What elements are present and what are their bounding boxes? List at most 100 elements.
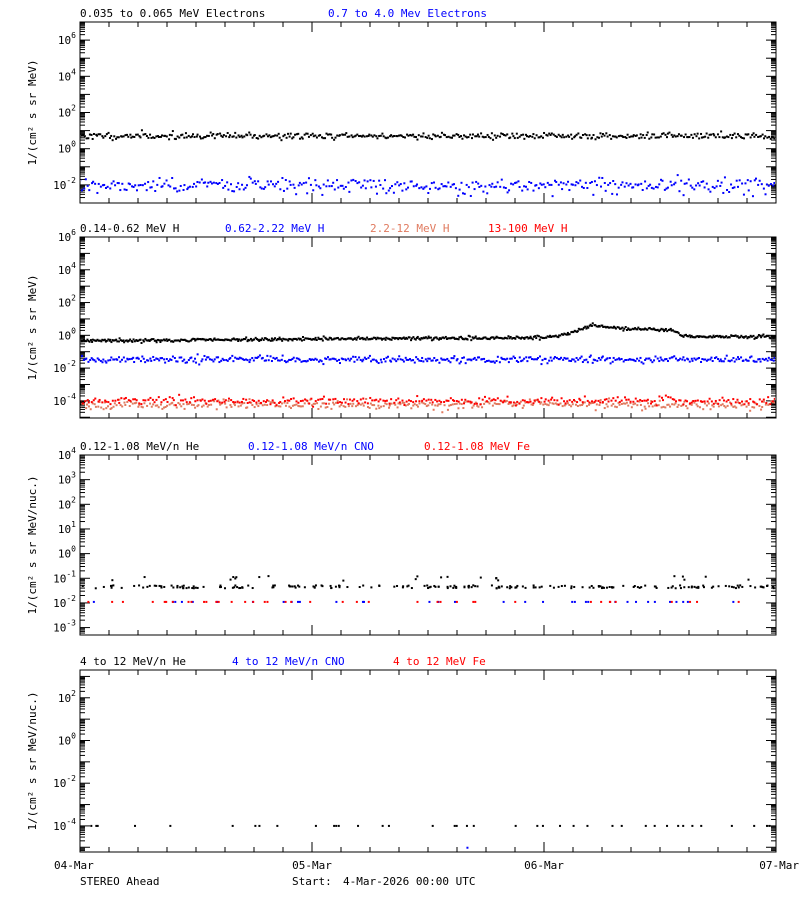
data-point: [219, 586, 222, 589]
data-point: [208, 338, 211, 341]
data-point: [221, 339, 224, 342]
spacecraft-label: STEREO Ahead: [80, 875, 159, 888]
data-point: [453, 584, 456, 587]
data-point: [321, 339, 324, 342]
data-point: [382, 399, 385, 402]
data-point: [289, 132, 292, 135]
data-point: [289, 338, 292, 341]
data-point: [127, 358, 130, 361]
data-point: [653, 824, 656, 827]
data-point: [275, 182, 278, 185]
data-point: [489, 336, 492, 339]
data-point: [176, 360, 179, 363]
data-point: [653, 400, 656, 403]
data-point: [711, 404, 714, 407]
data-point: [234, 584, 237, 587]
data-point: [416, 358, 419, 361]
y-axis-title: 1/(cm² s sr MeV): [26, 275, 39, 381]
data-point: [631, 135, 634, 138]
data-point: [414, 136, 417, 139]
data-point: [269, 136, 272, 139]
data-point: [313, 586, 316, 589]
data-point: [536, 398, 539, 401]
data-point: [398, 184, 401, 187]
data-point: [557, 585, 560, 588]
data-point: [713, 336, 716, 339]
data-point: [732, 405, 735, 408]
data-point: [307, 177, 310, 180]
data-point: [563, 584, 566, 587]
data-point: [246, 134, 249, 137]
data-point: [427, 398, 430, 401]
data-point: [264, 400, 267, 403]
data-point: [385, 403, 388, 406]
data-point: [245, 184, 248, 187]
data-point: [161, 357, 164, 360]
data-point: [173, 137, 176, 140]
data-point: [369, 179, 372, 182]
data-point: [91, 340, 94, 343]
data-point: [429, 585, 432, 588]
data-point: [314, 400, 317, 403]
data-point: [397, 402, 400, 405]
data-point: [317, 185, 320, 188]
data-point: [665, 136, 668, 139]
data-point: [366, 406, 369, 409]
data-point: [576, 330, 579, 333]
data-point: [546, 362, 549, 365]
data-point: [578, 328, 581, 331]
data-point: [258, 339, 261, 342]
data-point: [313, 402, 316, 405]
data-point: [81, 136, 82, 139]
data-point: [627, 398, 630, 401]
data-point: [739, 336, 742, 339]
data-point: [483, 395, 486, 398]
data-point: [189, 136, 192, 139]
data-point: [190, 600, 193, 603]
data-point: [270, 401, 273, 404]
data-point: [577, 132, 580, 135]
data-point: [103, 183, 106, 186]
data-point: [175, 339, 178, 342]
data-point: [536, 334, 539, 337]
data-point: [97, 358, 100, 361]
data-point: [428, 401, 431, 404]
data-point: [734, 334, 737, 337]
data-point: [612, 586, 615, 589]
data-point: [443, 337, 446, 340]
data-point: [501, 133, 504, 136]
data-point: [632, 403, 635, 406]
data-point: [684, 399, 687, 402]
data-point: [473, 356, 476, 359]
data-point: [207, 338, 210, 341]
data-point: [532, 189, 535, 192]
data-point: [401, 399, 404, 402]
data-point: [565, 183, 568, 186]
data-point: [239, 339, 242, 342]
data-point: [621, 181, 624, 184]
data-point: [410, 134, 413, 137]
data-point: [761, 586, 764, 589]
data-point: [133, 402, 136, 405]
data-points-group: [81, 575, 775, 603]
data-point: [737, 586, 740, 589]
data-point: [241, 358, 244, 361]
data-point: [640, 586, 643, 589]
data-point: [136, 356, 139, 359]
data-point: [351, 399, 354, 402]
data-point: [704, 575, 707, 578]
data-point: [341, 600, 344, 603]
data-point: [526, 401, 529, 404]
data-point: [457, 194, 460, 197]
data-point: [430, 398, 433, 401]
data-point: [566, 402, 569, 405]
data-point: [725, 135, 728, 138]
data-point: [449, 404, 452, 407]
data-point: [730, 334, 733, 337]
data-point: [670, 586, 673, 589]
data-point: [720, 360, 723, 363]
data-point: [280, 358, 283, 361]
series-points: [466, 846, 469, 849]
data-point: [251, 587, 254, 590]
data-point: [467, 585, 470, 588]
